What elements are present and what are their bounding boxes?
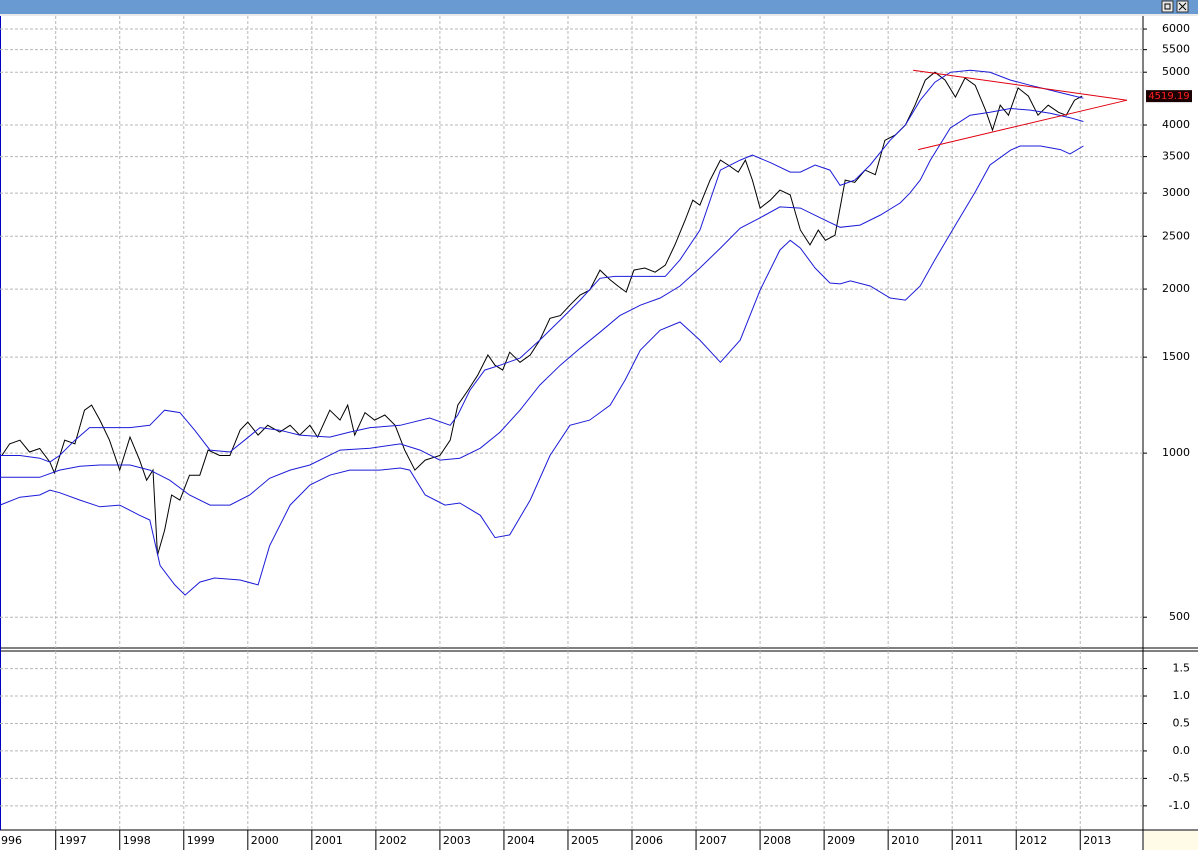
series-line bbox=[0, 69, 1084, 463]
x-tick-label: 1998 bbox=[123, 834, 151, 847]
last-value-box bbox=[1146, 90, 1192, 103]
y-tick-label: 1.5 bbox=[1173, 662, 1191, 675]
y-tick-label: 2500 bbox=[1162, 229, 1190, 242]
restore-button[interactable] bbox=[1161, 0, 1174, 13]
series-line bbox=[0, 145, 1084, 596]
y-tick-label: 1.0 bbox=[1173, 689, 1191, 702]
y-tick-label: 3000 bbox=[1162, 186, 1190, 199]
y-tick-label: -0.5 bbox=[1169, 771, 1190, 784]
x-tick-label: 2003 bbox=[443, 834, 471, 847]
x-tick-label: 2005 bbox=[571, 834, 599, 847]
last-value-label: 4519.19 bbox=[1148, 91, 1189, 102]
y-tick-label: 3500 bbox=[1162, 150, 1190, 163]
x-tick-label: 2010 bbox=[891, 834, 919, 847]
y-tick-label: 0.5 bbox=[1173, 716, 1191, 729]
x-tick-label: 2007 bbox=[699, 834, 727, 847]
y-tick-label: 0.0 bbox=[1173, 744, 1191, 757]
series-line bbox=[918, 99, 1128, 151]
close-icon bbox=[1178, 2, 1187, 11]
x-tick-label: 2000 bbox=[251, 834, 279, 847]
y-tick-label: -1.0 bbox=[1169, 799, 1190, 812]
series-line bbox=[0, 107, 1084, 506]
y-tick-label: 500 bbox=[1169, 610, 1190, 623]
series-line bbox=[1, 71, 1083, 556]
x-tick-label: 2002 bbox=[379, 834, 407, 847]
x-tick-label: 2001 bbox=[315, 834, 343, 847]
x-tick-label: 2004 bbox=[507, 834, 535, 847]
x-tick-label: 2012 bbox=[1019, 834, 1047, 847]
restore-icon bbox=[1164, 3, 1171, 10]
x-tick-label: 996 bbox=[1, 834, 22, 847]
y-tick-label: 5000 bbox=[1162, 65, 1190, 78]
bar-edge bbox=[0, 14, 1198, 16]
y-tick-label: 5500 bbox=[1162, 43, 1190, 56]
x-tick-label: 2008 bbox=[763, 834, 791, 847]
y-tick-label: 1500 bbox=[1162, 350, 1190, 363]
axis-corner bbox=[1144, 831, 1198, 850]
title-bar bbox=[0, 0, 1198, 14]
x-tick-label: 1999 bbox=[187, 834, 215, 847]
series-line bbox=[913, 69, 1128, 101]
y-tick-label: 2000 bbox=[1162, 282, 1190, 295]
x-tick-label: 2011 bbox=[955, 834, 983, 847]
y-tick-label: 4000 bbox=[1162, 118, 1190, 131]
y-tick-label: 1000 bbox=[1162, 446, 1190, 459]
x-tick-label: 2006 bbox=[635, 834, 663, 847]
x-tick-label: 2013 bbox=[1083, 834, 1111, 847]
x-tick-label: 2009 bbox=[827, 834, 855, 847]
y-tick-label: 6000 bbox=[1162, 22, 1190, 35]
x-tick-label: 1997 bbox=[59, 834, 87, 847]
